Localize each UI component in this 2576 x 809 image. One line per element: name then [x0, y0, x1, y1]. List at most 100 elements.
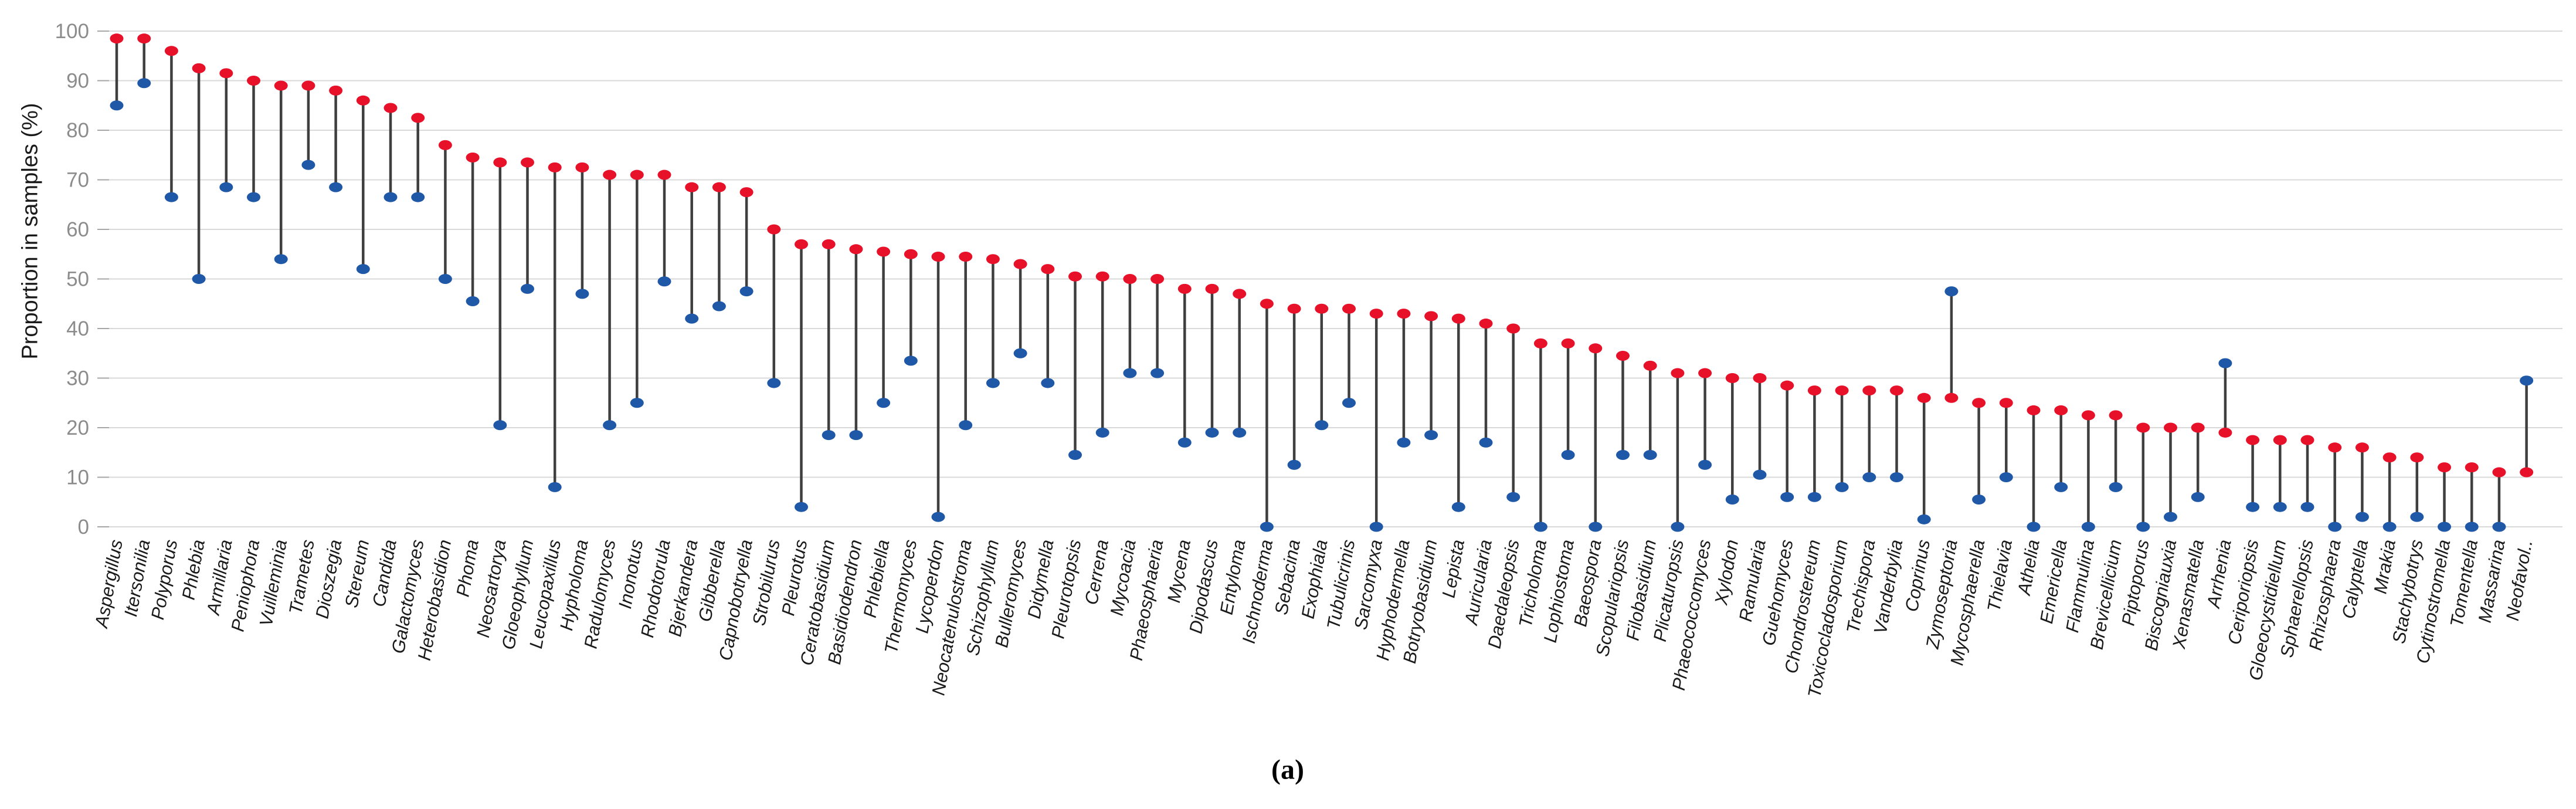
red-dot	[1725, 373, 1739, 383]
blue-dot	[110, 100, 124, 111]
red-dot	[274, 80, 288, 91]
red-dot	[493, 157, 507, 168]
category-label: Arrhenia	[2203, 538, 2235, 610]
category-label: Phoma	[452, 538, 483, 598]
red-dot	[2164, 422, 2177, 433]
blue-dot	[2054, 482, 2068, 492]
red-dot	[1205, 283, 1219, 294]
blue-dot	[931, 512, 945, 522]
blue-dot	[2218, 358, 2232, 368]
red-dot	[192, 63, 206, 73]
blue-dot	[1424, 430, 1438, 441]
blue-dot	[1315, 420, 1329, 431]
red-dot	[1780, 380, 1794, 391]
figure-caption: (a)	[1271, 754, 1304, 786]
blue-dot	[1890, 472, 1903, 482]
red-dot	[1451, 313, 1465, 324]
blue-dot	[630, 398, 644, 408]
blue-dot	[1479, 437, 1493, 448]
red-dot	[1944, 392, 1959, 403]
blue-dot	[1944, 286, 1959, 297]
blue-dot	[2492, 522, 2506, 532]
blue-dot	[1342, 398, 1356, 408]
red-dot	[1533, 338, 1547, 348]
blue-dot	[2328, 522, 2342, 532]
red-dot	[712, 182, 726, 192]
red-dot	[411, 113, 425, 123]
red-dot	[822, 239, 836, 249]
blue-dot	[904, 356, 918, 366]
blue-dot	[438, 274, 452, 284]
blue-dot	[1561, 449, 1575, 460]
red-dot	[1698, 368, 1712, 378]
category-label: Aspergillus	[91, 538, 127, 630]
red-dot	[2492, 467, 2506, 478]
blue-dot	[1835, 482, 1849, 492]
red-dot	[1506, 323, 1521, 334]
red-dot	[1917, 392, 1931, 403]
red-dot	[1260, 299, 1274, 309]
blue-dot	[1862, 472, 1876, 482]
red-dot	[630, 170, 644, 180]
blue-dot	[164, 192, 178, 202]
blue-dot	[2355, 512, 2369, 522]
y-tick-label: 20	[66, 417, 89, 439]
red-dot	[795, 239, 808, 249]
blue-dot	[2164, 512, 2177, 522]
red-dot	[1315, 303, 1329, 314]
red-dot	[904, 249, 918, 259]
category-label: Lepista	[1438, 538, 1468, 600]
category-label: Candida	[368, 538, 401, 608]
red-dot	[2410, 452, 2424, 463]
blue-dot	[2438, 522, 2451, 532]
y-tick-label: 0	[78, 516, 89, 539]
red-dot	[1177, 283, 1192, 294]
blue-dot	[521, 283, 534, 294]
blue-dot	[1780, 492, 1794, 502]
blue-dot	[383, 192, 398, 202]
blue-dot	[356, 264, 370, 275]
red-dot	[356, 95, 370, 106]
y-tick-label: 60	[66, 218, 89, 241]
blue-dot	[466, 296, 480, 307]
red-dot	[1041, 264, 1055, 275]
category-label: Xylodon	[1710, 538, 1742, 607]
red-dot	[2218, 427, 2232, 438]
red-dot	[466, 152, 480, 163]
blue-dot	[192, 274, 206, 284]
red-dot	[1999, 398, 2013, 408]
blue-dot	[1451, 502, 1465, 512]
blue-dot	[575, 289, 589, 299]
red-dot	[1068, 271, 1082, 282]
red-dot	[1479, 319, 1493, 329]
red-dot	[767, 224, 781, 235]
red-dot	[137, 33, 151, 44]
red-dot	[685, 182, 699, 192]
y-tick-label: 90	[66, 70, 89, 93]
red-dot	[877, 246, 891, 257]
red-dot	[1095, 271, 1109, 282]
blue-dot	[657, 276, 671, 287]
red-dot	[1342, 303, 1356, 314]
blue-dot	[1260, 522, 1274, 532]
red-dot	[438, 140, 452, 150]
red-dot	[1862, 385, 1876, 396]
blue-dot	[2410, 512, 2424, 522]
red-dot	[1013, 259, 1027, 269]
blue-dot	[411, 192, 425, 202]
red-dot	[1123, 274, 1137, 284]
category-label: Stereum	[341, 538, 373, 609]
blue-dot	[247, 192, 260, 202]
red-dot	[2027, 405, 2041, 415]
blue-dot	[2081, 522, 2095, 532]
red-dot	[1972, 398, 1986, 408]
red-dot	[247, 76, 260, 86]
blue-dot	[2136, 522, 2150, 532]
red-dot	[2109, 410, 2123, 421]
y-tick-label: 40	[66, 317, 89, 340]
red-dot	[1233, 289, 1247, 299]
red-dot	[1369, 309, 1383, 319]
y-tick-label: 100	[55, 20, 89, 43]
